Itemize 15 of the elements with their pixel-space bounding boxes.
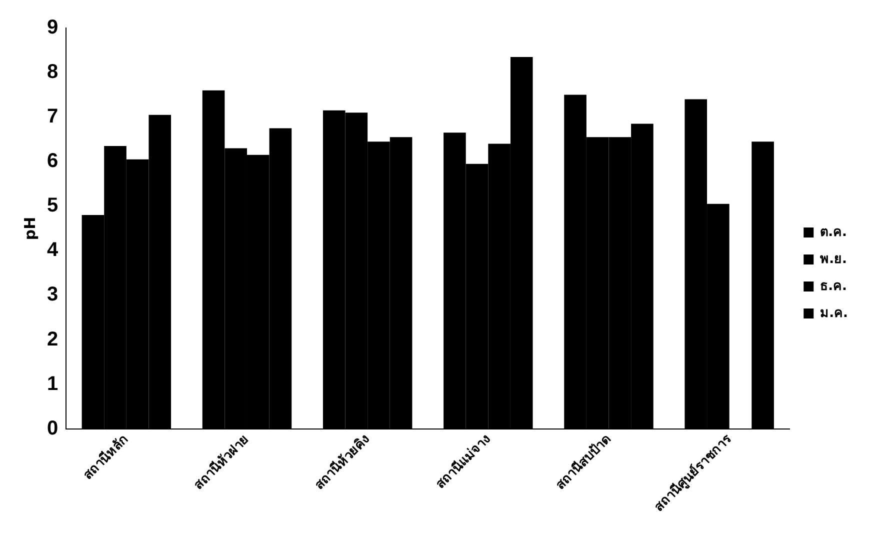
y-tick-label: 0 — [47, 417, 58, 440]
y-tick-label: 7 — [47, 106, 58, 128]
legend-label: พ.ย. — [820, 252, 848, 267]
y-tick-label: 6 — [47, 150, 58, 172]
legend-label: ธ.ค. — [820, 278, 848, 294]
y-tick-label: 8 — [47, 61, 58, 84]
y-tick-label: 2 — [47, 328, 58, 350]
y-tick-label: 9 — [47, 16, 58, 39]
y-tick-label: 3 — [47, 284, 58, 306]
y-tick-label: 4 — [47, 239, 59, 262]
legend-label: ต.ค. — [820, 224, 848, 240]
legend-label: ม.ค. — [820, 306, 848, 321]
y-tick-label: 1 — [47, 372, 58, 395]
y-tick-label: 5 — [47, 194, 58, 217]
y-axis-title: pH — [20, 216, 39, 240]
